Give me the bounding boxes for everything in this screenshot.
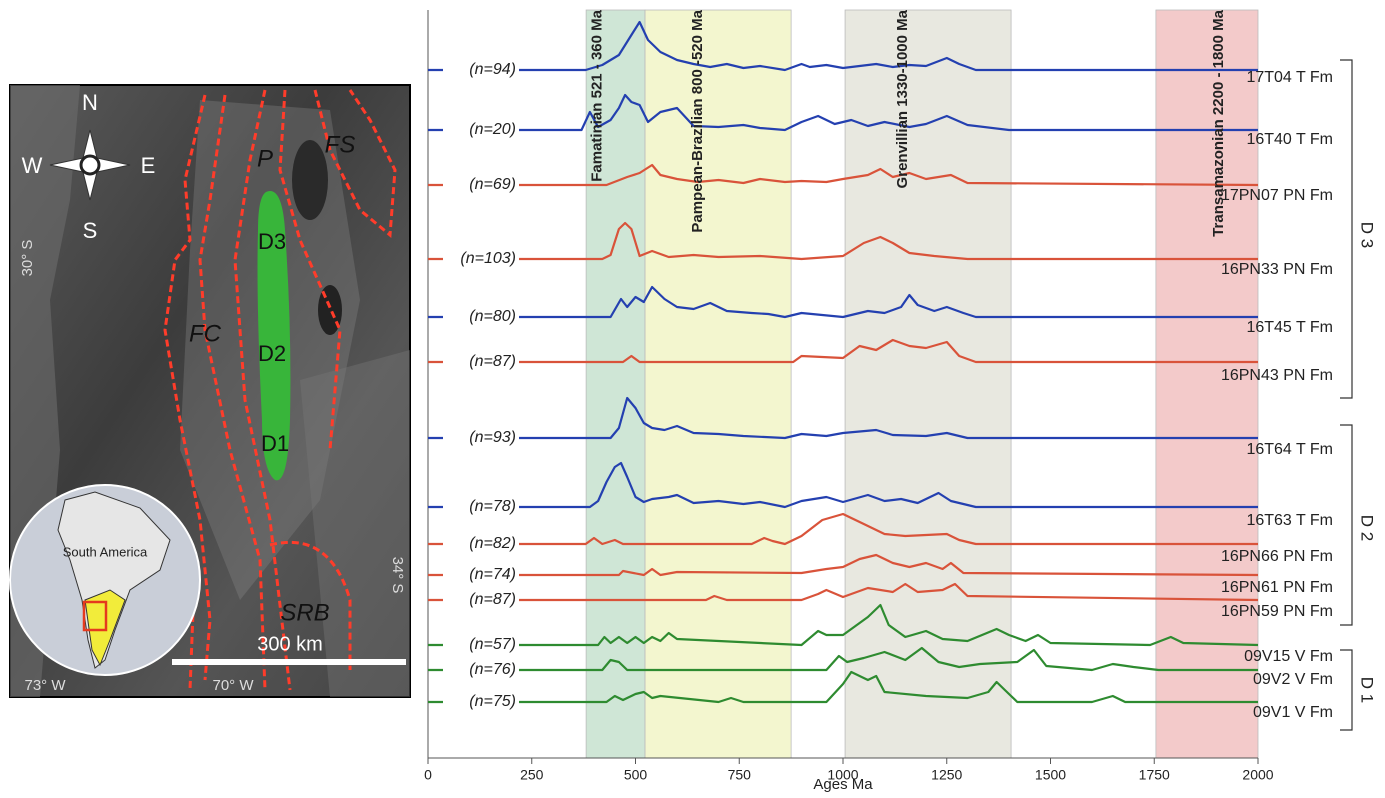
sample-count: (n=80) [469,308,516,325]
group-bracket [1340,60,1352,398]
figure: N S E W P FS FC SRB D3 D2 D1 30° S 34° S… [0,0,1385,798]
sample-name: 16T40 T Fm [1246,131,1333,148]
density-curve [428,95,1258,130]
density-curve [428,555,1258,575]
x-tick-label: 1250 [931,767,962,783]
band-label: Transamazonian 2200 - 1800 Ma [1210,9,1227,236]
density-curve [428,672,1258,702]
density-curve [428,165,1258,185]
density-curve [428,340,1258,362]
sample-count: (n=75) [469,693,516,710]
map: N S E W P FS FC SRB D3 D2 D1 30° S 34° S… [10,85,410,697]
band-label: Pampean-Brazilian 800 -520 Ma [689,9,706,232]
compass-south: S [83,218,98,243]
group-bracket [1340,425,1352,625]
inset-map: South America [10,485,200,675]
sample-name: 09V1 V Fm [1253,704,1333,721]
sample-name: 09V15 V Fm [1244,648,1333,665]
sample-name: 17PN07 PN Fm [1221,187,1333,204]
sample-name: 16PN33 PN Fm [1221,261,1333,278]
region-label: FS [325,131,356,158]
region-label: P [257,145,273,172]
coord-label: 70° W [212,677,254,694]
x-tick-label: 2000 [1242,767,1273,783]
group-label: D 3 [1358,222,1377,248]
region-label: FC [189,320,222,347]
sample-count: (n=87) [469,591,516,608]
x-tick-label: 0 [424,767,432,783]
x-tick-label: 500 [624,767,648,783]
sample-count: (n=78) [469,498,516,515]
band-label: Famatinian 521 - 360 Ma [589,9,606,181]
coord-label: 30° S [19,240,36,277]
compass-north: N [82,90,98,115]
zone-label: D1 [261,431,289,456]
sample-count: (n=87) [469,353,516,370]
scale-label: 300 km [257,633,323,655]
sample-count: (n=57) [469,636,516,653]
x-tick-label: 750 [728,767,752,783]
zone-label: D2 [258,341,286,366]
x-axis-label: Ages Ma [813,776,873,793]
sample-name: 16PN61 PN Fm [1221,579,1333,596]
sample-count: (n=82) [469,535,516,552]
density-curve [428,22,1258,70]
zone-label: D3 [258,229,286,254]
band-label: Grenvillian 1330-1000 Ma [894,9,911,188]
group-bracket [1340,650,1352,730]
density-curve [428,584,1258,600]
compass-east: E [141,153,156,178]
age-band [645,10,791,758]
sample-name: 17T04 T Fm [1246,69,1333,86]
sample-name: 16T45 T Fm [1246,319,1333,336]
density-curve [428,223,1258,259]
inset-label: South America [63,544,148,559]
sample-name: 16T63 T Fm [1246,512,1333,529]
group-label: D 2 [1358,515,1377,541]
coord-label: 73° W [24,677,66,694]
sample-name: 16PN66 PN Fm [1221,548,1333,565]
density-curve [428,463,1258,507]
density-curve [428,648,1258,670]
x-tick-label: 250 [520,767,544,783]
sample-count: (n=20) [469,121,516,138]
sample-count: (n=103) [460,250,516,267]
sample-count: (n=74) [469,566,516,583]
density-curve [428,514,1258,544]
density-curve [428,398,1258,438]
density-curve [428,287,1258,317]
sample-count: (n=69) [469,176,516,193]
x-tick-label: 1500 [1035,767,1066,783]
sample-count: (n=76) [469,661,516,678]
x-tick-label: 1750 [1139,767,1170,783]
sample-count: (n=94) [469,61,516,78]
sample-name: 16PN59 PN Fm [1221,603,1333,620]
region-label: SRB [280,599,329,626]
sample-count: (n=93) [469,429,516,446]
compass-west: W [22,153,43,178]
sample-name: 09V2 V Fm [1253,671,1333,688]
sample-name: 16PN43 PN Fm [1221,367,1333,384]
sample-name: 16T64 T Fm [1246,441,1333,458]
coord-label: 34° S [389,557,406,594]
group-label: D 1 [1358,677,1377,703]
density-curve [428,605,1258,645]
